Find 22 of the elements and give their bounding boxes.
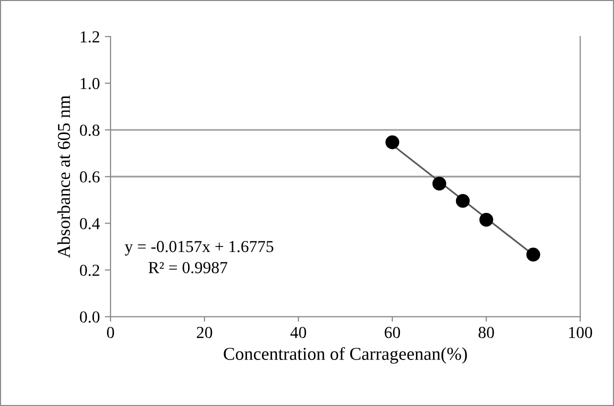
y-axis-title: Absorbance at 605 nm <box>57 95 70 258</box>
x-tick-label: 100 <box>569 326 592 338</box>
y-tick-label: 0.2 <box>80 264 100 276</box>
x-tick-label: 80 <box>478 326 494 338</box>
x-tick-label: 60 <box>384 326 400 338</box>
annotation: R² = 0.9987 <box>148 262 228 274</box>
x-tick-label: 20 <box>196 326 212 338</box>
point <box>432 176 446 191</box>
y-tick-label: 1.0 <box>80 78 100 90</box>
y-tick-label: 0.4 <box>80 218 100 230</box>
x-tick-label: 40 <box>290 326 306 338</box>
x-axis-title: Concentration of Carrageenan(%) <box>224 347 467 364</box>
y-tick-label: 1.2 <box>80 31 100 43</box>
x-tick-label: 0 <box>106 326 114 338</box>
point <box>526 248 540 262</box>
point <box>456 194 470 208</box>
annotation: y = -0.0157x + 1.6775 <box>124 240 274 256</box>
y-tick-label: 0.6 <box>80 171 100 183</box>
point <box>479 212 494 227</box>
point <box>385 135 400 150</box>
y-tick-label: 0.8 <box>80 124 100 136</box>
y-tick-label: 0.0 <box>80 311 100 323</box>
